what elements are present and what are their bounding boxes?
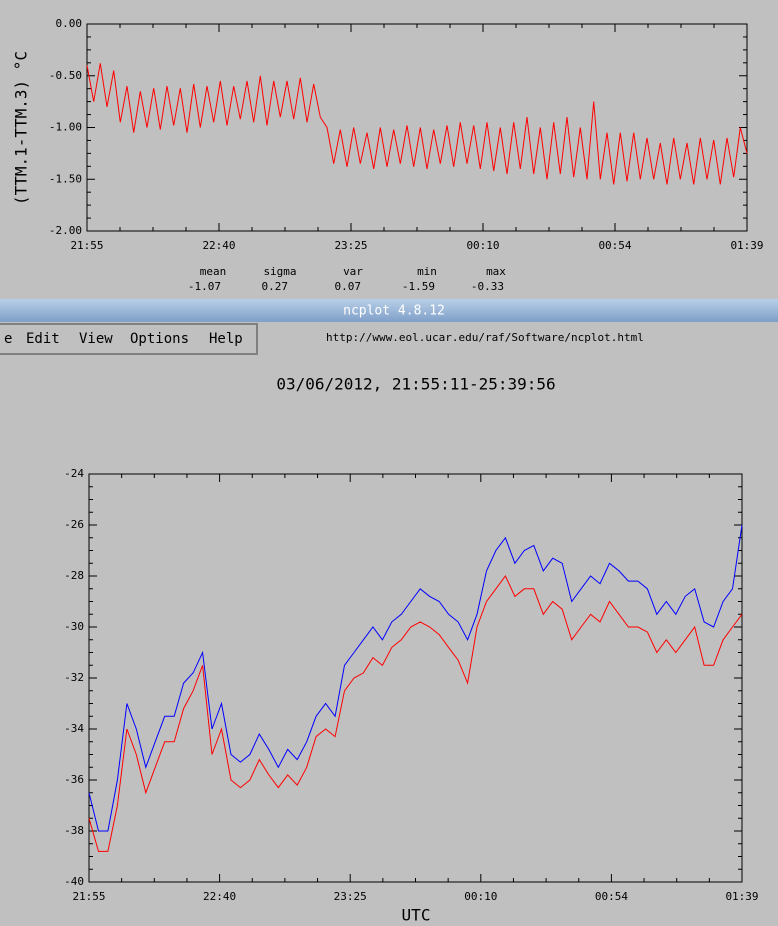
x-tick-label: 00:54 [598, 239, 631, 252]
x-tick-label: 22:40 [202, 239, 235, 252]
y-tick-label: -1.00 [49, 121, 82, 134]
title-bar [0, 299, 778, 322]
x-tick-label: 21:55 [70, 239, 103, 252]
menu-item[interactable]: Edit [26, 331, 60, 347]
x-tick-label: 21:55 [72, 890, 105, 903]
chart-title: 03/06/2012, 21:55:11-25:39:56 [276, 375, 555, 394]
y-tick-label: -34 [64, 722, 84, 735]
x-axis-label: UTC [402, 906, 431, 925]
x-tick-label: 23:25 [334, 239, 367, 252]
y-tick-label: -30 [64, 620, 84, 633]
x-tick-label: 00:54 [595, 890, 628, 903]
data-line [88, 575, 743, 852]
menu-item[interactable]: e [4, 331, 12, 347]
x-tick-label: 01:39 [725, 890, 758, 903]
stat-value: -0.33 [471, 280, 504, 293]
y-tick-label: -38 [64, 824, 84, 837]
stat-header: sigma [263, 265, 296, 278]
y-tick-label: 0.00 [56, 17, 83, 30]
menu-item[interactable]: Help [209, 331, 243, 347]
stat-header: mean [200, 265, 227, 278]
data-line [86, 63, 748, 185]
x-tick-label: 00:10 [464, 890, 497, 903]
y-tick-label: -24 [64, 467, 84, 480]
stat-value: -1.07 [188, 280, 221, 293]
stat-value: -1.59 [402, 280, 435, 293]
x-tick-label: 01:39 [730, 239, 763, 252]
window-title: ncplot 4.8.12 [343, 304, 445, 319]
y-tick-label: -40 [64, 875, 84, 888]
y-tick-label: -32 [64, 671, 84, 684]
stat-header: min [417, 265, 437, 278]
stat-value: 0.07 [335, 280, 362, 293]
y-tick-label: -36 [64, 773, 84, 786]
menu-item[interactable]: View [79, 331, 113, 347]
y-axis-label: (TTM.1-TTM.3) °C [12, 51, 31, 205]
menu-item[interactable]: Options [130, 331, 189, 347]
y-tick-label: -1.50 [49, 172, 82, 185]
x-tick-label: 23:25 [334, 890, 367, 903]
data-line [88, 524, 743, 832]
y-tick-label: -26 [64, 518, 84, 531]
stat-header: max [486, 265, 506, 278]
url: http://www.eol.ucar.edu/raf/Software/ncp… [326, 331, 644, 344]
y-tick-label: -2.00 [49, 224, 82, 237]
x-tick-label: 22:40 [203, 890, 236, 903]
y-tick-label: -28 [64, 569, 84, 582]
menu-bar [0, 323, 258, 355]
stat-value: 0.27 [262, 280, 289, 293]
y-tick-label: -0.50 [49, 69, 82, 82]
x-tick-label: 00:10 [466, 239, 499, 252]
stat-header: var [343, 265, 363, 278]
